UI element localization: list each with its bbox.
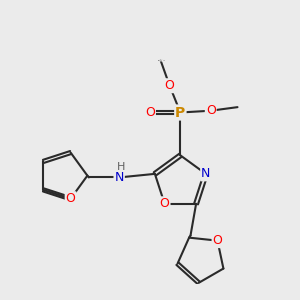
Text: methyl: methyl xyxy=(161,60,166,61)
Text: O: O xyxy=(66,192,76,205)
Text: O: O xyxy=(145,106,155,119)
Text: O: O xyxy=(212,234,222,247)
Text: O: O xyxy=(160,197,170,210)
Text: methyl: methyl xyxy=(159,59,164,61)
Text: H: H xyxy=(117,162,125,172)
Text: N: N xyxy=(115,171,124,184)
Text: O: O xyxy=(165,79,175,92)
Text: O: O xyxy=(206,104,216,117)
Text: N: N xyxy=(201,167,211,180)
Text: methyl: methyl xyxy=(158,60,163,61)
Text: P: P xyxy=(175,106,185,119)
